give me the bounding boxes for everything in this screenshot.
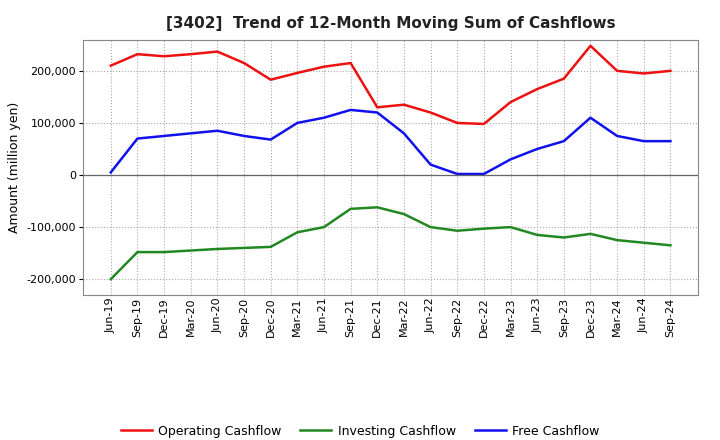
Operating Cashflow [266, 77, 275, 82]
Investing Cashflow [107, 276, 115, 282]
Operating Cashflow [426, 110, 435, 115]
Free Cashflow [533, 147, 541, 152]
Free Cashflow [373, 110, 382, 115]
Investing Cashflow [266, 244, 275, 249]
Free Cashflow [107, 170, 115, 175]
Free Cashflow [320, 115, 328, 121]
Investing Cashflow [400, 212, 408, 217]
Investing Cashflow [666, 243, 675, 248]
Line: Operating Cashflow: Operating Cashflow [111, 46, 670, 124]
Free Cashflow [426, 162, 435, 167]
Operating Cashflow [639, 71, 648, 76]
Investing Cashflow [133, 249, 142, 255]
Investing Cashflow [613, 238, 621, 243]
Legend: Operating Cashflow, Investing Cashflow, Free Cashflow: Operating Cashflow, Investing Cashflow, … [116, 420, 604, 440]
Operating Cashflow [107, 63, 115, 68]
Operating Cashflow [186, 51, 195, 57]
Operating Cashflow [586, 43, 595, 48]
Operating Cashflow [346, 60, 355, 66]
Investing Cashflow [453, 228, 462, 233]
Free Cashflow [559, 139, 568, 144]
Investing Cashflow [346, 206, 355, 212]
Investing Cashflow [639, 240, 648, 246]
Operating Cashflow [240, 60, 248, 66]
Operating Cashflow [400, 102, 408, 107]
Free Cashflow [266, 137, 275, 142]
Line: Free Cashflow: Free Cashflow [111, 110, 670, 174]
Operating Cashflow [613, 68, 621, 73]
Operating Cashflow [160, 54, 168, 59]
Operating Cashflow [213, 49, 222, 54]
Investing Cashflow [293, 230, 302, 235]
Free Cashflow [586, 115, 595, 121]
Free Cashflow [213, 128, 222, 133]
Y-axis label: Amount (million yen): Amount (million yen) [8, 102, 21, 233]
Free Cashflow [613, 133, 621, 139]
Investing Cashflow [533, 232, 541, 238]
Investing Cashflow [506, 224, 515, 230]
Title: [3402]  Trend of 12-Month Moving Sum of Cashflows: [3402] Trend of 12-Month Moving Sum of C… [166, 16, 616, 32]
Operating Cashflow [320, 64, 328, 70]
Free Cashflow [400, 131, 408, 136]
Operating Cashflow [453, 120, 462, 125]
Free Cashflow [480, 171, 488, 176]
Operating Cashflow [373, 105, 382, 110]
Free Cashflow [506, 157, 515, 162]
Operating Cashflow [559, 76, 568, 81]
Operating Cashflow [293, 70, 302, 76]
Operating Cashflow [133, 51, 142, 57]
Investing Cashflow [320, 224, 328, 230]
Investing Cashflow [426, 224, 435, 230]
Operating Cashflow [480, 121, 488, 127]
Investing Cashflow [186, 248, 195, 253]
Investing Cashflow [240, 245, 248, 250]
Operating Cashflow [506, 99, 515, 105]
Free Cashflow [293, 120, 302, 125]
Investing Cashflow [160, 249, 168, 255]
Free Cashflow [160, 133, 168, 139]
Investing Cashflow [213, 246, 222, 252]
Line: Investing Cashflow: Investing Cashflow [111, 207, 670, 279]
Investing Cashflow [559, 235, 568, 240]
Free Cashflow [186, 131, 195, 136]
Investing Cashflow [586, 231, 595, 237]
Investing Cashflow [373, 205, 382, 210]
Free Cashflow [346, 107, 355, 113]
Free Cashflow [240, 133, 248, 139]
Free Cashflow [133, 136, 142, 141]
Operating Cashflow [666, 68, 675, 73]
Free Cashflow [453, 171, 462, 176]
Free Cashflow [666, 139, 675, 144]
Free Cashflow [639, 139, 648, 144]
Investing Cashflow [480, 226, 488, 231]
Operating Cashflow [533, 86, 541, 92]
